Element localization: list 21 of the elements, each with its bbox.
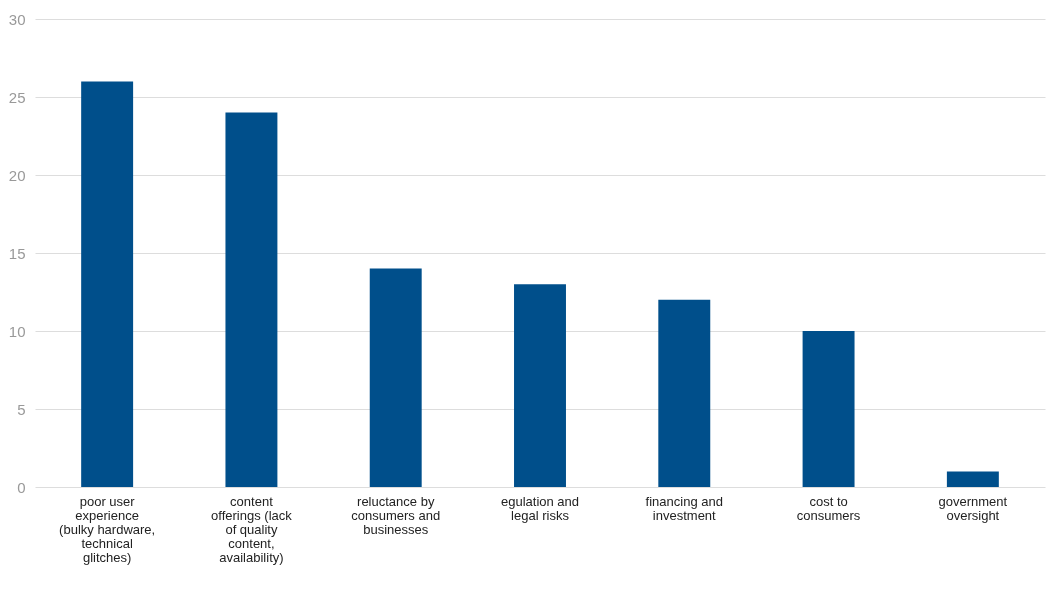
bar	[946, 471, 999, 487]
bar	[369, 268, 422, 487]
bar	[81, 81, 134, 487]
y-tick-label: 30	[8, 10, 26, 28]
x-tick-label: government oversight	[938, 493, 1008, 523]
y-tick-label: 20	[8, 166, 26, 184]
x-tick-label: reluctance by consumers and businesses	[351, 493, 441, 537]
x-tick-label: content offerings (lack of quality content, availability)	[211, 493, 293, 565]
x-tick-label: egulation and legal risks	[500, 493, 580, 523]
y-tick-label: 10	[8, 322, 26, 340]
y-tick-label: 15	[8, 244, 26, 262]
bar	[225, 112, 278, 487]
x-tick-label: financing and investment	[645, 493, 723, 523]
bar	[514, 284, 566, 487]
y-tick-label: 25	[8, 88, 26, 106]
x-tick-label: poor user experience (bulky hardware, technical glitches)	[59, 493, 156, 565]
y-tick-label: 0	[17, 478, 26, 496]
x-tick-label: cost to consumers	[796, 493, 861, 523]
bar	[658, 299, 711, 487]
bar	[802, 331, 855, 487]
y-tick-label: 5	[17, 400, 26, 418]
